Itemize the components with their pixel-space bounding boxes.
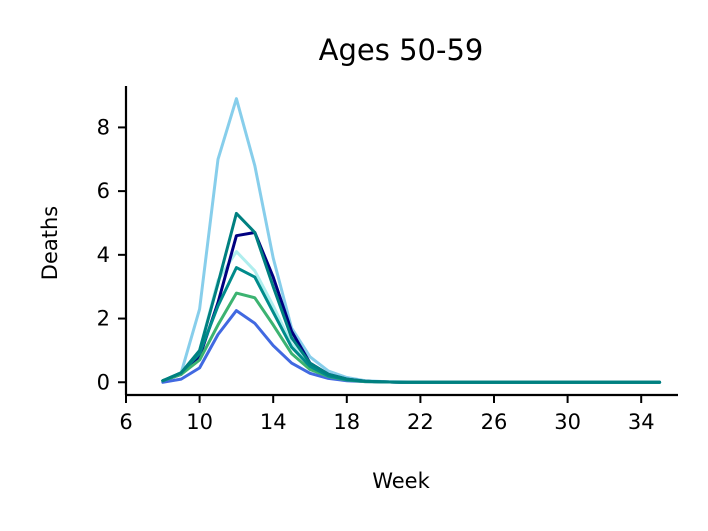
ticks-layer: 6 10 14 18 22 26 30 34 0 2 4 6 8 bbox=[97, 115, 655, 434]
x-tick-label: 10 bbox=[186, 410, 213, 434]
series-line-4 bbox=[161, 309, 662, 384]
series-line-6 bbox=[161, 266, 662, 384]
y-tick-label: 0 bbox=[97, 370, 110, 394]
series-line-2 bbox=[161, 250, 662, 384]
x-tick-label: 6 bbox=[119, 410, 132, 434]
x-axis-label: Week bbox=[372, 469, 430, 493]
y-tick-label: 4 bbox=[97, 243, 110, 267]
series-line-1 bbox=[161, 97, 662, 384]
y-axis-label: Deaths bbox=[38, 206, 62, 280]
x-tick-label: 18 bbox=[333, 410, 360, 434]
y-tick-label: 2 bbox=[97, 307, 110, 331]
y-tick-label: 6 bbox=[97, 179, 110, 203]
x-tick-label: 26 bbox=[481, 410, 508, 434]
series-layer bbox=[161, 97, 662, 384]
series-line-3 bbox=[161, 231, 662, 384]
y-tick-label: 8 bbox=[97, 115, 110, 139]
chart-title: Ages 50-59 bbox=[319, 33, 484, 67]
x-tick-label: 30 bbox=[554, 410, 581, 434]
x-tick-label: 22 bbox=[407, 410, 434, 434]
series-line-7 bbox=[161, 211, 662, 384]
series-line-5 bbox=[161, 291, 662, 384]
x-tick-label: 14 bbox=[260, 410, 287, 434]
x-tick-label: 34 bbox=[628, 410, 655, 434]
